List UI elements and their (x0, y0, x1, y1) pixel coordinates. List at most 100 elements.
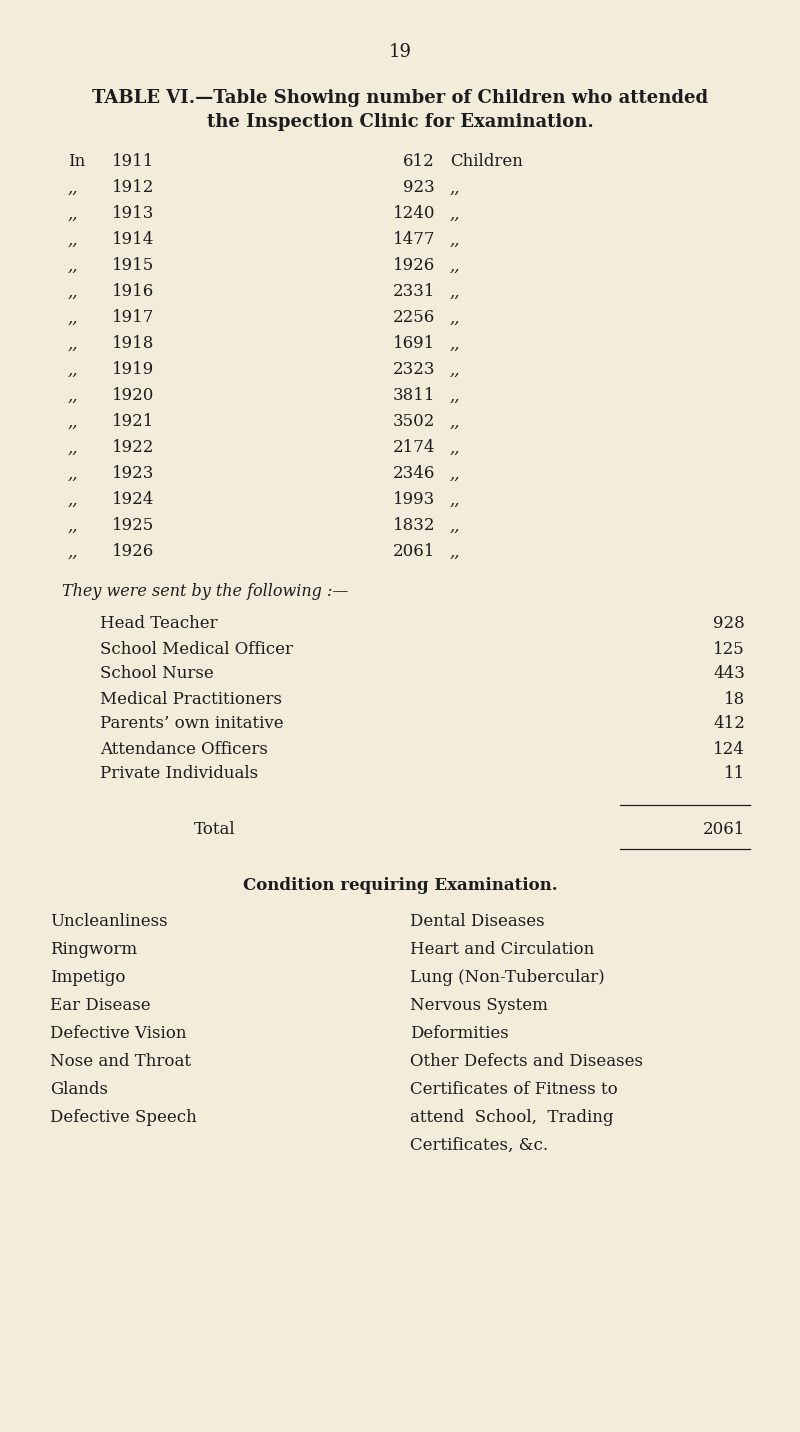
Text: 2346: 2346 (393, 465, 435, 483)
Text: 1916: 1916 (112, 284, 154, 301)
Text: Glands: Glands (50, 1081, 108, 1097)
Text: Head Teacher: Head Teacher (100, 616, 218, 633)
Text: 1917: 1917 (112, 309, 154, 326)
Text: 2174: 2174 (393, 440, 435, 457)
Text: Total: Total (194, 821, 236, 838)
Text: 1926: 1926 (112, 544, 154, 560)
Text: Ear Disease: Ear Disease (50, 997, 150, 1014)
Text: ,,: ,, (450, 440, 461, 457)
Text: ,,: ,, (450, 361, 461, 378)
Text: ,,: ,, (68, 440, 78, 457)
Text: Heart and Circulation: Heart and Circulation (410, 941, 594, 958)
Text: ,,: ,, (450, 544, 461, 560)
Text: 1912: 1912 (112, 179, 154, 196)
Text: 1993: 1993 (393, 491, 435, 508)
Text: ,,: ,, (68, 179, 78, 196)
Text: 1918: 1918 (112, 335, 154, 352)
Text: 1915: 1915 (112, 258, 154, 275)
Text: Lung (Non-Tubercular): Lung (Non-Tubercular) (410, 968, 605, 985)
Text: ,,: ,, (450, 414, 461, 431)
Text: the Inspection Clinic for Examination.: the Inspection Clinic for Examination. (206, 113, 594, 130)
Text: ,,: ,, (450, 491, 461, 508)
Text: Private Individuals: Private Individuals (100, 766, 258, 782)
Text: 1920: 1920 (112, 388, 154, 404)
Text: School Nurse: School Nurse (100, 666, 214, 683)
Text: 1240: 1240 (393, 206, 435, 222)
Text: 2061: 2061 (393, 544, 435, 560)
Text: 1922: 1922 (112, 440, 154, 457)
Text: ,,: ,, (68, 465, 78, 483)
Text: ,,: ,, (450, 388, 461, 404)
Text: Uncleanliness: Uncleanliness (50, 912, 168, 929)
Text: Certificates of Fitness to: Certificates of Fitness to (410, 1081, 618, 1097)
Text: ,,: ,, (68, 517, 78, 534)
Text: Parents’ own initative: Parents’ own initative (100, 716, 284, 733)
Text: 1923: 1923 (112, 465, 154, 483)
Text: ,,: ,, (450, 465, 461, 483)
Text: 19: 19 (389, 43, 411, 62)
Text: Dental Diseases: Dental Diseases (410, 912, 545, 929)
Text: Nose and Throat: Nose and Throat (50, 1053, 191, 1070)
Text: ,,: ,, (450, 517, 461, 534)
Text: 1913: 1913 (112, 206, 154, 222)
Text: 11: 11 (724, 766, 745, 782)
Text: Attendance Officers: Attendance Officers (100, 740, 268, 758)
Text: 443: 443 (713, 666, 745, 683)
Text: ,,: ,, (450, 232, 461, 249)
Text: Children: Children (450, 153, 523, 170)
Text: ,,: ,, (450, 309, 461, 326)
Text: In: In (68, 153, 86, 170)
Text: Condition requiring Examination.: Condition requiring Examination. (242, 876, 558, 894)
Text: 124: 124 (713, 740, 745, 758)
Text: Certificates, &c.: Certificates, &c. (410, 1137, 548, 1154)
Text: 1925: 1925 (112, 517, 154, 534)
Text: 3811: 3811 (393, 388, 435, 404)
Text: 1919: 1919 (112, 361, 154, 378)
Text: ,,: ,, (68, 388, 78, 404)
Text: ,,: ,, (450, 335, 461, 352)
Text: 3502: 3502 (393, 414, 435, 431)
Text: Defective Speech: Defective Speech (50, 1108, 197, 1126)
Text: 2256: 2256 (393, 309, 435, 326)
Text: ,,: ,, (68, 258, 78, 275)
Text: ,,: ,, (68, 206, 78, 222)
Text: 1477: 1477 (393, 232, 435, 249)
Text: ,,: ,, (450, 206, 461, 222)
Text: 1691: 1691 (393, 335, 435, 352)
Text: Impetigo: Impetigo (50, 968, 126, 985)
Text: Ringworm: Ringworm (50, 941, 137, 958)
Text: 1921: 1921 (112, 414, 154, 431)
Text: ,,: ,, (450, 258, 461, 275)
Text: 2061: 2061 (702, 821, 745, 838)
Text: 1926: 1926 (393, 258, 435, 275)
Text: 2323: 2323 (393, 361, 435, 378)
Text: 928: 928 (714, 616, 745, 633)
Text: 1832: 1832 (393, 517, 435, 534)
Text: 412: 412 (713, 716, 745, 733)
Text: Medical Practitioners: Medical Practitioners (100, 690, 282, 707)
Text: ,,: ,, (68, 284, 78, 301)
Text: 1914: 1914 (112, 232, 154, 249)
Text: School Medical Officer: School Medical Officer (100, 640, 293, 657)
Text: ,,: ,, (68, 335, 78, 352)
Text: ,,: ,, (68, 414, 78, 431)
Text: Other Defects and Diseases: Other Defects and Diseases (410, 1053, 643, 1070)
Text: 1911: 1911 (112, 153, 154, 170)
Text: TABLE VI.—Table Showing number of Children who attended: TABLE VI.—Table Showing number of Childr… (92, 89, 708, 107)
Text: Defective Vision: Defective Vision (50, 1024, 186, 1041)
Text: Deformities: Deformities (410, 1024, 509, 1041)
Text: attend  School,  Trading: attend School, Trading (410, 1108, 614, 1126)
Text: ,,: ,, (450, 179, 461, 196)
Text: ,,: ,, (68, 309, 78, 326)
Text: ,,: ,, (68, 544, 78, 560)
Text: ,,: ,, (450, 284, 461, 301)
Text: 18: 18 (724, 690, 745, 707)
Text: 1924: 1924 (112, 491, 154, 508)
Text: ,,: ,, (68, 232, 78, 249)
Text: ,,: ,, (68, 491, 78, 508)
Text: 2331: 2331 (393, 284, 435, 301)
Text: They were sent by the following :—: They were sent by the following :— (62, 583, 348, 600)
Text: Nervous System: Nervous System (410, 997, 548, 1014)
Text: 125: 125 (714, 640, 745, 657)
Text: 612: 612 (403, 153, 435, 170)
